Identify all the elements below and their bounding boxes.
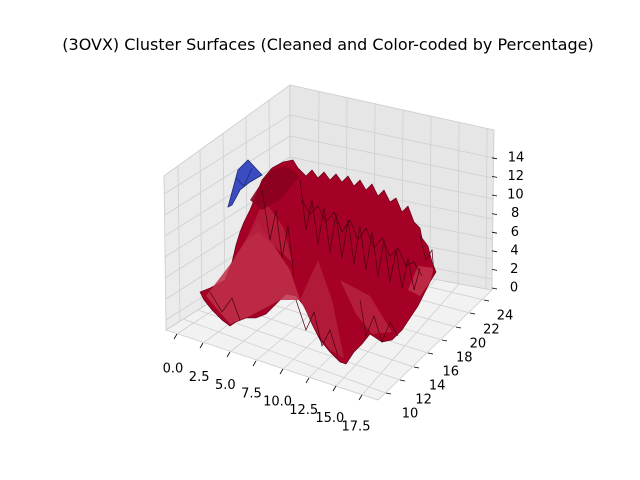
x-axis-tick-label: 12.5 bbox=[289, 403, 318, 418]
y-axis-tick-label: 10 bbox=[402, 407, 419, 422]
z-axis-tick-mark bbox=[491, 269, 498, 271]
x-axis-tick-mark bbox=[305, 377, 310, 384]
z-axis-tick-mark bbox=[491, 176, 498, 178]
chart-title: (3OVX) Cluster Surfaces (Cleaned and Col… bbox=[62, 35, 593, 54]
surface-texture-line bbox=[299, 179, 421, 291]
z-axis-tick-label: 0 bbox=[510, 281, 518, 296]
gridline bbox=[289, 114, 495, 159]
z-axis-tick-mark bbox=[491, 213, 498, 215]
x-axis-tick-label: 15.0 bbox=[315, 411, 344, 426]
surface-texture-line bbox=[359, 299, 399, 344]
y-axis-tick-label: 16 bbox=[442, 365, 459, 380]
surface-red-facet bbox=[300, 260, 344, 358]
y-axis-tick-mark bbox=[483, 299, 490, 302]
surface-texture-line bbox=[301, 199, 423, 277]
y-axis-tick-mark bbox=[385, 392, 392, 395]
gridline bbox=[457, 122, 460, 285]
gridline bbox=[289, 156, 494, 200]
y-axis-tick-label: 18 bbox=[456, 351, 473, 366]
y-axis-tick-label: 24 bbox=[497, 309, 514, 324]
x-axis-tick-mark bbox=[173, 333, 178, 340]
gridline bbox=[164, 156, 291, 237]
x-axis-tick-mark bbox=[279, 368, 284, 375]
surface-texture-line bbox=[419, 235, 435, 275]
x-axis-tick-mark bbox=[199, 342, 204, 349]
surface-blue-edge bbox=[235, 167, 253, 187]
x-axis-tick-mark bbox=[358, 394, 363, 401]
z-axis-tick-label: 6 bbox=[511, 225, 519, 240]
y-axis-tick-mark bbox=[441, 339, 448, 342]
surface-texture-line bbox=[295, 299, 339, 357]
z-axis-tick-label: 10 bbox=[507, 188, 524, 203]
z-axis-tick-label: 2 bbox=[510, 262, 518, 277]
y-axis-tick-mark bbox=[413, 366, 420, 369]
y-axis-tick-label: 14 bbox=[429, 379, 446, 394]
x-axis-ticks: 0.0 2.5 5.0 7.510.012.515.017.5 bbox=[163, 333, 371, 435]
z-axis-tick-mark bbox=[491, 250, 498, 253]
x-axis-tick-label: 17.5 bbox=[342, 420, 371, 435]
y-axis-tick-mark bbox=[427, 352, 434, 355]
gridline bbox=[289, 135, 494, 179]
surface-red-texture bbox=[209, 179, 435, 357]
z-axis-tick-mark bbox=[491, 287, 498, 290]
y-axis-tick-label: 20 bbox=[470, 337, 487, 352]
gridline bbox=[182, 318, 387, 394]
x-axis-tick-label: 10.0 bbox=[263, 395, 292, 410]
gridline bbox=[429, 116, 432, 279]
y-axis-tick-mark bbox=[455, 326, 462, 329]
gridline bbox=[361, 283, 460, 396]
y-axis-tick-label: 22 bbox=[483, 323, 500, 338]
gridline bbox=[485, 128, 488, 290]
surface-texture-line bbox=[209, 291, 241, 321]
surface-red-facet bbox=[206, 222, 300, 324]
x-axis-tick-mark bbox=[252, 360, 257, 367]
z-axis-tick-mark bbox=[491, 194, 498, 197]
gridline bbox=[199, 149, 203, 308]
z-axis-ticks: 0 2 4 6 8 10 12 14 bbox=[491, 151, 525, 296]
surface-red-facet bbox=[340, 280, 392, 334]
cluster-surfaces bbox=[199, 159, 437, 365]
y-axis-tick-mark bbox=[469, 312, 476, 315]
z-axis-tick-mark bbox=[491, 157, 498, 160]
x-axis-tick-label: 7.5 bbox=[241, 386, 262, 401]
surface-texture-line bbox=[261, 189, 295, 277]
x-axis-tick-mark bbox=[332, 385, 337, 392]
surface-red-facet bbox=[250, 166, 300, 210]
x-axis-tick-label: 2.5 bbox=[189, 370, 210, 385]
gridline bbox=[177, 165, 181, 322]
x-axis-tick-label: 0.0 bbox=[163, 362, 184, 377]
z-axis-tick-label: 8 bbox=[511, 206, 519, 221]
gridline bbox=[164, 135, 291, 216]
z-axis-tick-label: 4 bbox=[510, 243, 518, 258]
z-axis-tick-label: 12 bbox=[507, 169, 524, 184]
gridline bbox=[163, 114, 291, 195]
z-axis-tick-mark bbox=[491, 231, 498, 234]
z-axis-tick-label: 14 bbox=[508, 151, 525, 166]
y-axis-tick-label: 12 bbox=[415, 393, 432, 408]
x-axis-tick-label: 5.0 bbox=[215, 378, 236, 393]
gridline bbox=[222, 132, 226, 294]
y-axis-tick-mark bbox=[399, 379, 406, 382]
x-axis-tick-mark bbox=[226, 351, 231, 358]
axis-labels: 0.02.55.07.510.012.515.017.5 10121416182… bbox=[163, 151, 525, 435]
